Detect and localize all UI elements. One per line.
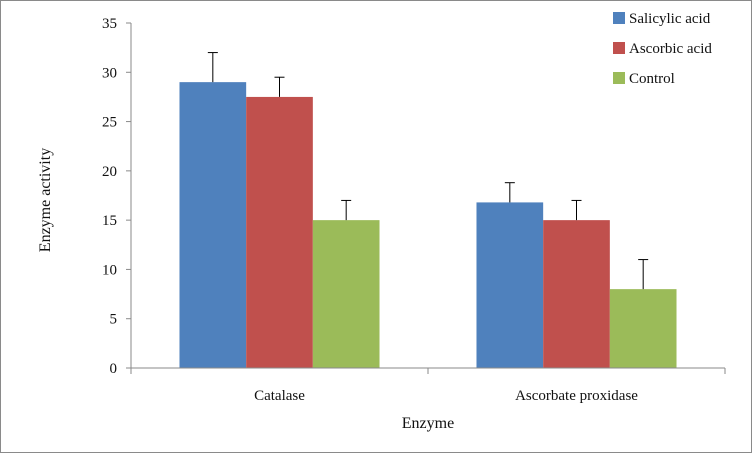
legend: Salicylic acid Ascorbic acid Control xyxy=(613,11,712,87)
bar-control xyxy=(312,220,380,368)
y-tick-label: 25 xyxy=(102,115,117,131)
x-tick-label: Catalase xyxy=(254,388,305,404)
y-axis: 0 5 10 15 20 25 30 35 xyxy=(102,16,132,377)
y-tick-label: 30 xyxy=(102,65,117,81)
bar-salicylic-acid xyxy=(476,202,544,368)
bars xyxy=(179,52,677,369)
bar-ascorbic-acid xyxy=(246,96,313,368)
legend-swatch xyxy=(613,42,625,54)
y-tick-label: 5 xyxy=(110,312,118,328)
y-tick-label: 10 xyxy=(102,262,117,278)
legend-label: Control xyxy=(629,71,675,87)
y-tick-label: 0 xyxy=(110,361,118,377)
bar-ascorbic-acid xyxy=(543,220,610,368)
bar-salicylic-acid xyxy=(179,82,247,369)
legend-swatch xyxy=(613,12,625,24)
x-axis-title: Enzyme xyxy=(402,415,454,432)
legend-label: Salicylic acid xyxy=(629,11,711,27)
y-tick-label: 20 xyxy=(102,164,117,180)
y-axis-title: Enzyme activity xyxy=(37,148,54,252)
y-tick-label: 15 xyxy=(102,213,117,229)
x-axis: Catalase Ascorbate proxidase xyxy=(130,367,726,404)
y-tick-label: 35 xyxy=(102,16,117,32)
legend-label: Ascorbic acid xyxy=(629,41,712,57)
x-tick-label: Ascorbate proxidase xyxy=(515,388,638,404)
legend-swatch xyxy=(613,72,625,84)
bar-control xyxy=(609,289,677,368)
